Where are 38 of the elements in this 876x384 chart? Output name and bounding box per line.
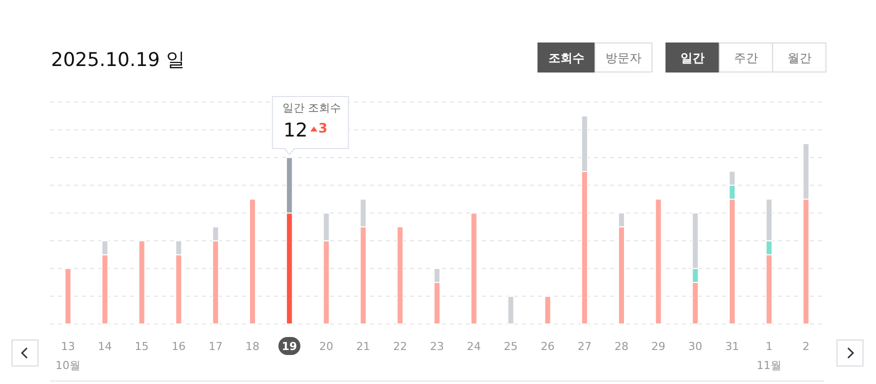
text: 조회수 (548, 51, 584, 65)
bar (138, 240, 146, 324)
bar (507, 296, 514, 324)
text: 월간 (787, 51, 812, 65)
x-tick-label: 19 (282, 340, 298, 353)
x-tick-label: 2 (802, 340, 810, 353)
x-tick-label: 18 (246, 340, 260, 353)
bar (544, 296, 552, 324)
x-tick-label: 1 11월 (756, 340, 782, 372)
x-tick-label: 15 (134, 340, 149, 353)
bar (64, 268, 72, 324)
bar (470, 212, 478, 324)
x-tick-label: 30 (688, 340, 702, 353)
annotation: 3 (318, 122, 328, 137)
text: 방문자 (606, 51, 642, 65)
x-tick-label: 23 (430, 340, 444, 353)
x-tick-label: 22 (393, 340, 408, 353)
x-tick-label: 27 (578, 340, 592, 353)
annotation: 12 (283, 120, 308, 142)
chart-title: 2025.10.19 일 (51, 49, 185, 71)
x-tick-label: 20 (319, 340, 334, 353)
bar (654, 198, 662, 324)
text: 주간 (734, 51, 758, 65)
x-tick-label: 13 10월 (56, 340, 80, 372)
x-tick-label: 28 (614, 340, 628, 353)
x-tick-label: 14 (98, 340, 112, 353)
x-tick-label: 29 (651, 340, 666, 353)
bar (396, 226, 404, 324)
x-tick-label: 24 (466, 340, 481, 353)
text: 일간 (680, 51, 705, 65)
x-tick-label: 21 (356, 340, 370, 353)
x-tick-label: 31 (725, 340, 740, 353)
x-tick-label: 17 (208, 340, 223, 353)
x-tick-label: 25 (504, 340, 518, 353)
bar (249, 198, 256, 324)
x-tick-label: 16 (172, 340, 186, 353)
tooltip: 일간 조회수 12 3 (272, 96, 349, 156)
x-tick-label: 26 (540, 340, 555, 353)
